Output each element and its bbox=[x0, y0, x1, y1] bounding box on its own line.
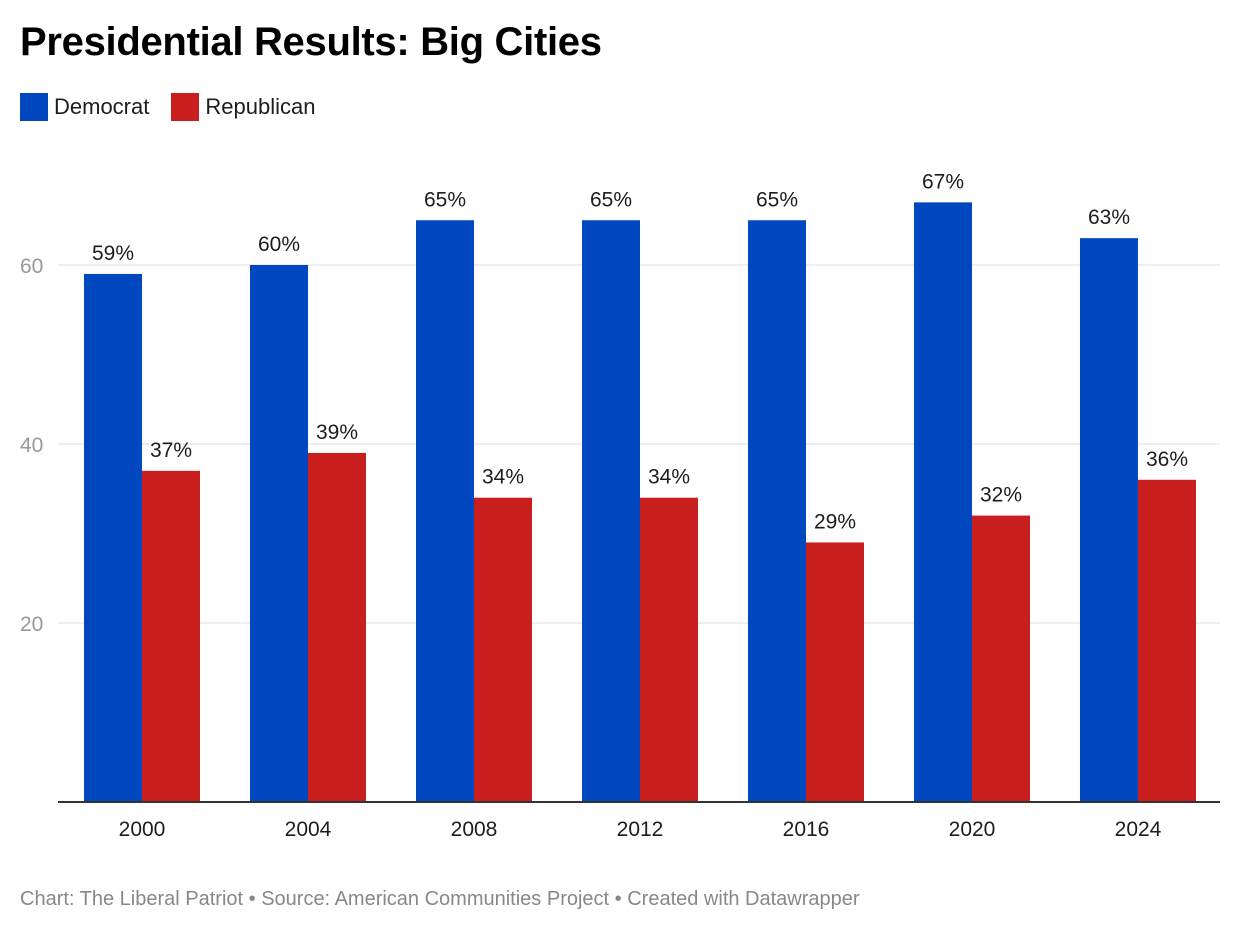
bar-democrat-2024 bbox=[1080, 238, 1138, 802]
x-tick-label-2008: 2008 bbox=[451, 818, 498, 841]
value-label-democrat-2020: 67% bbox=[922, 170, 964, 193]
y-tick-label-20: 20 bbox=[20, 613, 43, 636]
value-label-democrat-2016: 65% bbox=[756, 188, 798, 211]
value-label-republican-2012: 34% bbox=[648, 466, 690, 489]
x-tick-label-2000: 2000 bbox=[119, 818, 166, 841]
legend-label-republican: Republican bbox=[205, 94, 316, 119]
value-label-republican-2024: 36% bbox=[1146, 448, 1188, 471]
x-tick-label-2004: 2004 bbox=[285, 818, 332, 841]
bar-republican-2024 bbox=[1138, 479, 1196, 802]
x-tick-label-2016: 2016 bbox=[783, 818, 830, 841]
x-tick-label-2024: 2024 bbox=[1115, 818, 1162, 841]
x-tick-label-2020: 2020 bbox=[949, 818, 996, 841]
value-label-republican-2000: 37% bbox=[150, 439, 192, 462]
bar-democrat-2004 bbox=[250, 265, 308, 802]
y-tick-label-40: 40 bbox=[20, 434, 43, 457]
value-label-democrat-2000: 59% bbox=[92, 242, 134, 265]
legend-swatch-republican bbox=[171, 93, 200, 121]
value-label-democrat-2024: 63% bbox=[1088, 206, 1130, 229]
x-tick-label-2012: 2012 bbox=[617, 818, 664, 841]
value-label-republican-2004: 39% bbox=[316, 421, 358, 444]
bar-democrat-2020 bbox=[914, 202, 972, 803]
bar-republican-2020 bbox=[972, 515, 1030, 802]
bar-democrat-2000 bbox=[84, 273, 142, 802]
value-label-democrat-2008: 65% bbox=[424, 188, 466, 211]
value-label-republican-2016: 29% bbox=[814, 510, 856, 533]
bar-republican-2012 bbox=[640, 497, 698, 802]
bar-republican-2000 bbox=[142, 470, 200, 802]
legend-item-republican: Republican bbox=[171, 93, 315, 121]
chart-title: Presidential Results: Big Cities bbox=[20, 20, 602, 64]
y-tick-label-60: 60 bbox=[20, 255, 43, 278]
value-label-democrat-2004: 60% bbox=[258, 233, 300, 256]
bar-republican-2016 bbox=[806, 542, 864, 802]
bar-democrat-2008 bbox=[416, 220, 474, 802]
legend-swatch-democrat bbox=[20, 93, 48, 121]
bar-democrat-2012 bbox=[582, 220, 640, 802]
bar-republican-2008 bbox=[474, 497, 532, 802]
value-label-republican-2020: 32% bbox=[980, 484, 1022, 507]
bar-republican-2004 bbox=[308, 452, 366, 802]
value-label-republican-2008: 34% bbox=[482, 466, 524, 489]
bar-democrat-2016 bbox=[748, 220, 806, 802]
chart-footer: Chart: The Liberal Patriot • Source: Ame… bbox=[20, 888, 860, 910]
legend-label-democrat: Democrat bbox=[54, 94, 150, 119]
bar-chart: 20 40 60 59% 37% 2000 60% 39% 2004 65% 34% 2008 65% 3… bbox=[20, 170, 1220, 841]
value-label-democrat-2012: 65% bbox=[590, 188, 632, 211]
chart-legend: Democrat Republican bbox=[20, 93, 337, 121]
legend-item-democrat: Democrat bbox=[20, 93, 149, 121]
